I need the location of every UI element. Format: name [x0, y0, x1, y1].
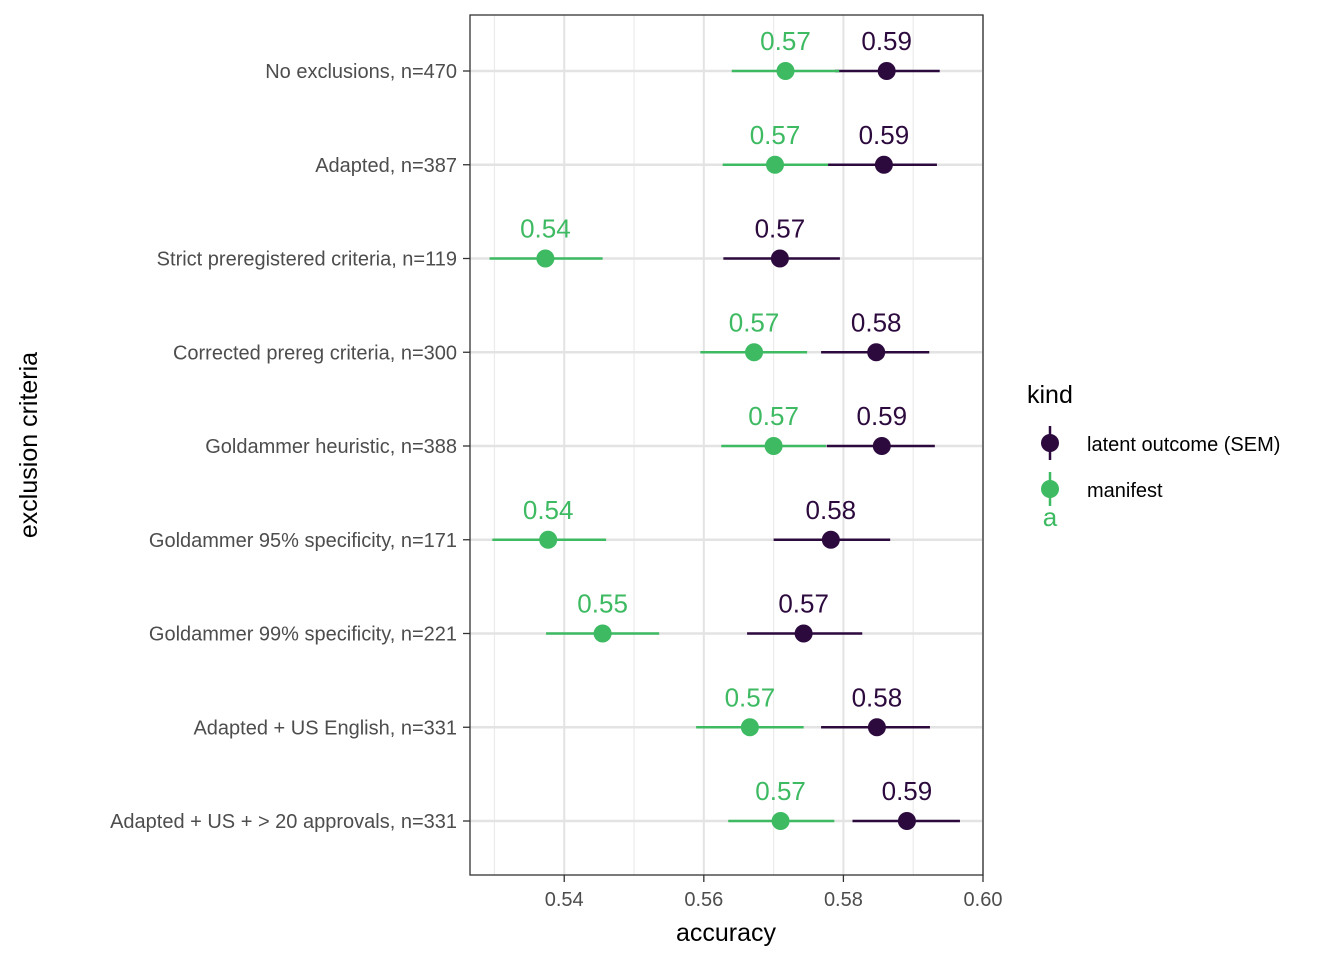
- data-point: [745, 343, 764, 362]
- y-axis-title: exclusion criteria: [15, 352, 43, 538]
- data-label: 0.58: [852, 682, 903, 712]
- data-point: [877, 62, 896, 80]
- data-marks: 0.59 0.59 0.57 0.58 0.59 0.58 0.57 0.58 0.59 0.57…: [489, 26, 960, 830]
- x-tick-label: 0.58: [824, 889, 863, 911]
- legend-key-point: [1041, 480, 1059, 498]
- data-point: [821, 530, 840, 549]
- data-label: 0.57: [750, 120, 801, 150]
- data-point: [539, 530, 558, 549]
- y-tick-label: Adapted + US English, n=331: [193, 717, 457, 739]
- legend-key-point: [1041, 434, 1059, 452]
- legend-label: latent outcome (SEM): [1087, 434, 1280, 456]
- x-axis: 0.54 0.56 0.58 0.60: [545, 875, 1003, 911]
- data-label: 0.59: [861, 26, 912, 56]
- data-point: [740, 718, 759, 737]
- data-point: [771, 812, 790, 830]
- y-tick-label: Goldammer 99% specificity, n=221: [149, 624, 457, 646]
- data-label: 0.54: [520, 214, 571, 244]
- data-label: 0.57: [748, 401, 799, 431]
- legend-title: kind: [1027, 381, 1073, 409]
- x-axis-title: accuracy: [676, 919, 777, 947]
- x-tick-label: 0.56: [684, 889, 723, 911]
- data-point: [536, 249, 555, 268]
- data-point: [872, 437, 891, 455]
- data-label: 0.57: [755, 776, 806, 806]
- data-point: [794, 624, 813, 643]
- y-tick-label: Goldammer heuristic, n=388: [205, 436, 457, 458]
- data-label: 0.57: [725, 682, 776, 712]
- data-point: [776, 62, 795, 80]
- legend-key-glyph: a: [1043, 502, 1058, 532]
- data-label: 0.58: [851, 307, 902, 337]
- x-tick-label: 0.54: [545, 889, 584, 911]
- data-point: [593, 624, 612, 643]
- data-point: [867, 343, 886, 362]
- y-tick-label: Corrected prereg criteria, n=300: [173, 342, 457, 364]
- data-point: [874, 155, 893, 174]
- data-label: 0.59: [859, 120, 910, 150]
- y-axis: No exclusions, n=470 Adapted, n=387 Strict…: [110, 61, 470, 833]
- x-tick-label: 0.60: [964, 889, 1003, 911]
- y-tick-label: Adapted + US + > 20 approvals, n=331: [110, 811, 457, 833]
- data-label: 0.57: [778, 589, 829, 619]
- data-label: 0.54: [523, 495, 574, 525]
- data-label: 0.59: [856, 401, 907, 431]
- y-tick-label: Goldammer 95% specificity, n=171: [149, 530, 457, 552]
- data-label: 0.55: [577, 589, 628, 619]
- y-tick-label: Adapted, n=387: [315, 155, 457, 177]
- plot-panel: 0.59 0.59 0.57 0.58 0.59 0.58 0.57 0.58 0.59 0.57…: [469, 14, 984, 876]
- data-point: [764, 437, 783, 455]
- data-point: [897, 812, 916, 830]
- y-tick-label: No exclusions, n=470: [265, 61, 457, 83]
- data-label: 0.57: [729, 307, 780, 337]
- panel-border: [469, 14, 984, 876]
- data-label: 0.59: [882, 776, 933, 806]
- legend: kind latent outcome (SEM) a manifest: [1027, 381, 1280, 532]
- legend-label: manifest: [1087, 480, 1163, 502]
- data-label: 0.58: [806, 495, 857, 525]
- data-label: 0.57: [755, 214, 806, 244]
- data-label: 0.57: [760, 26, 811, 56]
- y-tick-label: Strict preregistered criteria, n=119: [157, 249, 457, 271]
- data-point: [766, 155, 785, 174]
- data-point: [867, 718, 886, 737]
- data-point: [770, 249, 789, 268]
